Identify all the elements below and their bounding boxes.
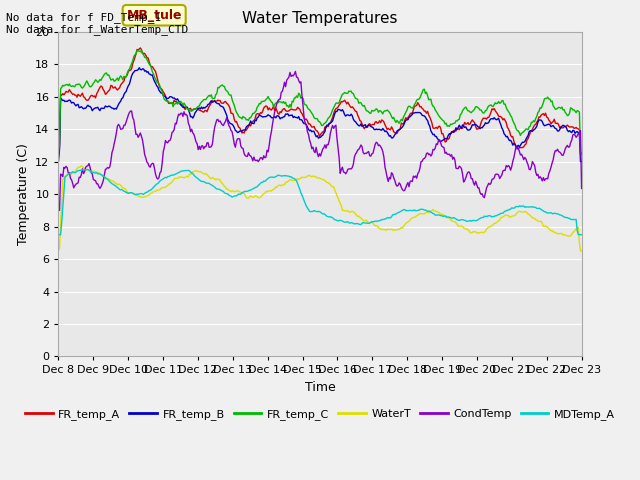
Legend: FR_temp_A, FR_temp_B, FR_temp_C, WaterT, CondTemp, MDTemp_A: FR_temp_A, FR_temp_B, FR_temp_C, WaterT,… <box>20 404 620 424</box>
X-axis label: Time: Time <box>305 381 335 394</box>
Y-axis label: Temperature (C): Temperature (C) <box>17 143 29 245</box>
Title: Water Temperatures: Water Temperatures <box>243 12 397 26</box>
Text: No data for f FD_Temp_1: No data for f FD_Temp_1 <box>6 12 162 23</box>
Text: MB_tule: MB_tule <box>127 9 182 22</box>
Text: No data for f_WaterTemp_CTD: No data for f_WaterTemp_CTD <box>6 24 189 35</box>
